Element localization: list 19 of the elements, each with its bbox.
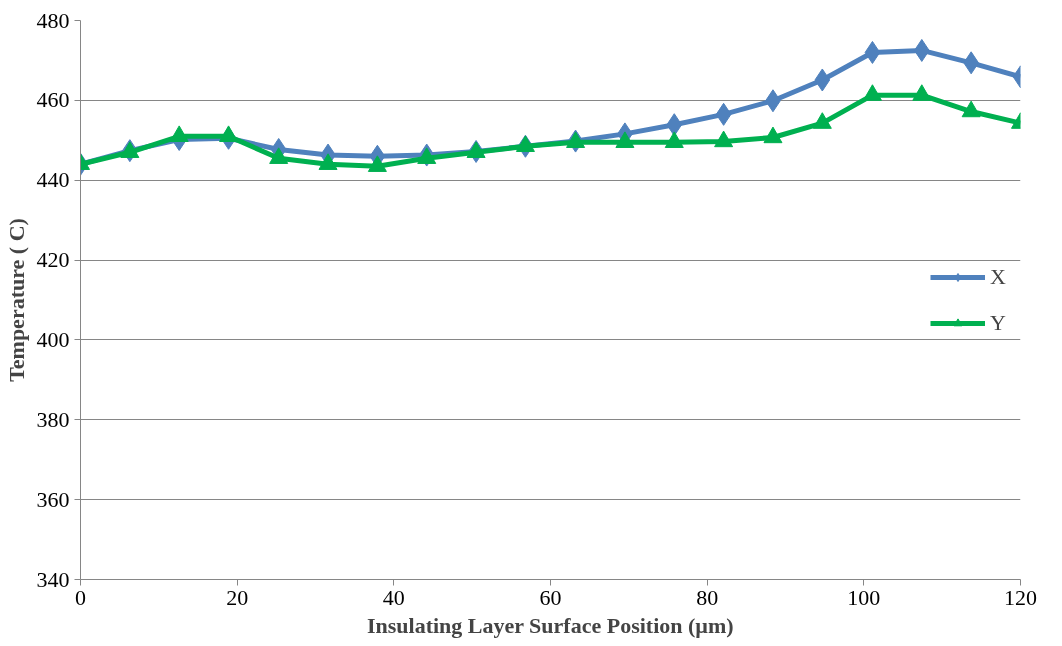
x-tick-label: 100 [847,584,881,610]
y-tick-label: 360 [36,486,70,512]
x-tick-label: 20 [226,584,249,610]
x-tick-label: 80 [696,584,719,610]
x-tick-label: 0 [75,584,86,610]
y-axis-title: Temperature ( C) [3,218,29,382]
y-tick-label: 380 [36,406,70,432]
y-tick-label: 420 [36,247,70,273]
x-tick-label: 40 [382,584,405,610]
y-tick-label: 460 [36,87,70,113]
y-tick-label: 340 [36,566,70,592]
x-tick-label: 60 [539,584,562,610]
legend-label: X [990,263,1007,290]
y-tick-label: 400 [36,326,70,352]
legend-label: Y [990,309,1007,336]
x-tick-label: 120 [1004,584,1037,610]
y-tick-label: 480 [36,7,70,33]
x-axis-title: Insulating Layer Surface Position (µm) [366,612,734,638]
y-tick-label: 440 [36,167,70,193]
